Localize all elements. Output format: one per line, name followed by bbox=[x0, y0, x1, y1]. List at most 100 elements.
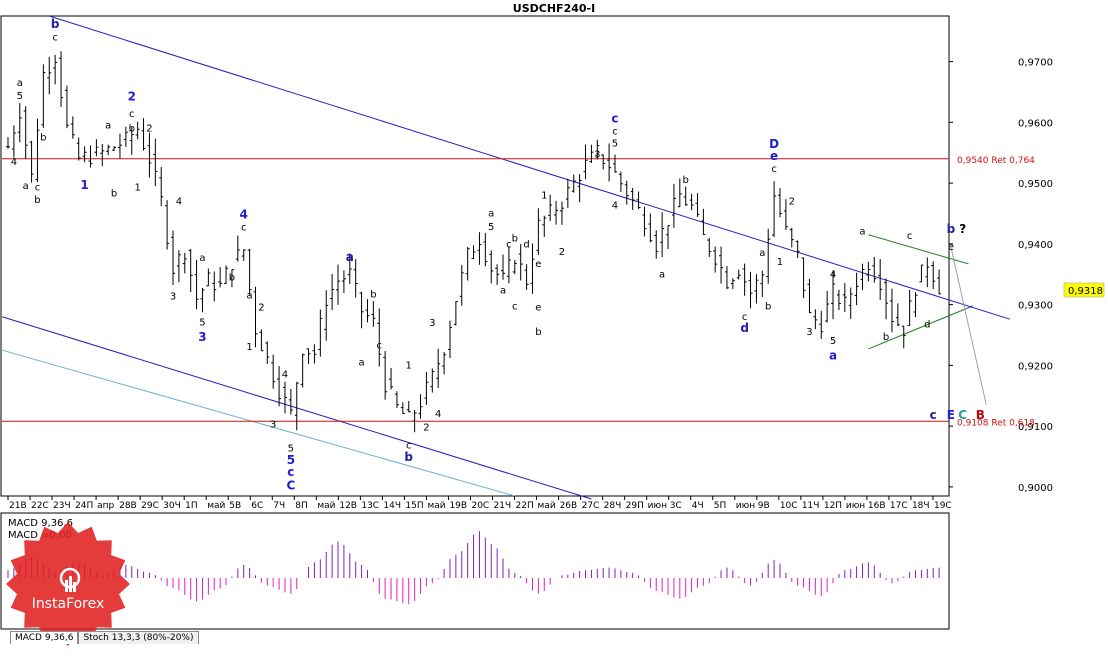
current-price-tag: 0,9318 bbox=[1063, 282, 1105, 298]
macd-pane-frame bbox=[0, 512, 950, 630]
x-tick-label: 26B bbox=[560, 501, 578, 511]
x-tick-label: 4Ч bbox=[692, 501, 704, 511]
x-tick-label: 21B bbox=[9, 501, 27, 511]
wave-label: d bbox=[523, 239, 529, 250]
x-tick-label: апр bbox=[97, 501, 114, 511]
retracement-labels: 0,9540 Ret 0,764 0,9108 Ret 0,618 bbox=[957, 156, 1035, 428]
x-tick-label: 5П bbox=[714, 501, 727, 511]
wave-label: a bbox=[199, 253, 205, 264]
indicator-tabs: MACD 9,36,6 Stoch 13,3,3 (80%-20%) bbox=[10, 631, 199, 645]
wave-label: 5 bbox=[288, 444, 294, 455]
wave-label: a bbox=[17, 78, 23, 89]
wave-label: a bbox=[23, 181, 29, 192]
wave-label: B bbox=[976, 408, 985, 422]
macd-label: MACD 9,36,6 bbox=[8, 518, 73, 529]
x-tick-label: 9B bbox=[758, 501, 770, 511]
wave-label: c bbox=[52, 32, 58, 43]
wave-label: 5 bbox=[199, 317, 205, 328]
wave-label: a bbox=[359, 357, 365, 368]
wave-label: b bbox=[111, 188, 117, 199]
retracement-label: 0,9108 Ret 0,618 bbox=[957, 418, 1035, 428]
wave-label: 3 bbox=[198, 330, 206, 344]
wave-label: 1 bbox=[406, 360, 412, 371]
wave-label: a bbox=[346, 250, 354, 264]
wave-label: e bbox=[535, 303, 541, 314]
x-tick-label: 17C bbox=[890, 501, 908, 511]
wave-label: a bbox=[105, 120, 111, 131]
y-tick-label: 0,9000 bbox=[1018, 483, 1053, 494]
wave-label: 5 bbox=[830, 336, 836, 347]
wave-label: 5 bbox=[488, 222, 494, 233]
x-tick-label: июн bbox=[736, 501, 755, 511]
trendline-channel-upper bbox=[49, 15, 1010, 320]
wave-label: C bbox=[958, 408, 967, 422]
y-tick-label: 0,9700 bbox=[1018, 58, 1053, 69]
x-tick-label: 27C bbox=[582, 501, 600, 511]
wave-label: 2 bbox=[258, 303, 264, 314]
x-tick-label: май bbox=[317, 501, 335, 511]
x-tick-label: 19C bbox=[934, 501, 952, 511]
x-tick-label: май bbox=[427, 501, 445, 511]
logo-bar-icon bbox=[73, 582, 76, 592]
wave-label: 5 bbox=[17, 91, 23, 102]
wave-label: 1 bbox=[541, 190, 547, 201]
retracement-label: 0,9540 Ret 0,764 bbox=[957, 156, 1035, 166]
wave-label: c bbox=[406, 441, 412, 452]
y-tick-label: 0,9400 bbox=[1018, 240, 1053, 251]
trendline-triangle-bottom bbox=[868, 307, 969, 350]
x-tick-label: 28B bbox=[119, 501, 137, 511]
wave-label: 2 bbox=[559, 247, 565, 258]
x-tick-label: 21Ч bbox=[494, 501, 512, 511]
trendline-channel-lower-light bbox=[1, 349, 515, 497]
x-tick-label: май bbox=[538, 501, 556, 511]
price-bars bbox=[6, 51, 942, 433]
wave-label: a bbox=[759, 248, 765, 259]
wave-label: c bbox=[377, 340, 383, 351]
wave-label: c bbox=[241, 222, 247, 233]
wave-label: 1 bbox=[246, 342, 252, 353]
y-axis-ticks: 0,9000 0,9100 0,9200 0,9300 0,9400 0,9500 0,96… bbox=[949, 58, 1053, 494]
wave-label: 5 bbox=[612, 139, 618, 150]
wave-label: c bbox=[612, 126, 618, 137]
x-tick-label: 12П bbox=[824, 501, 842, 511]
wave-label: 3 bbox=[429, 318, 435, 329]
wave-label: b bbox=[51, 17, 60, 31]
price-pane-frame bbox=[0, 15, 950, 497]
wave-label: c bbox=[506, 239, 512, 250]
wave-label: d bbox=[924, 320, 930, 331]
wave-label: b bbox=[404, 450, 413, 464]
wave-label: c bbox=[771, 164, 777, 175]
x-tick-label: 20C bbox=[471, 501, 489, 511]
wave-label: e bbox=[948, 242, 954, 253]
x-tick-label: 7Ч bbox=[273, 501, 285, 511]
wave-label: e bbox=[770, 149, 778, 163]
x-tick-label: июн bbox=[648, 501, 667, 511]
wave-label: b bbox=[883, 332, 889, 343]
wave-label: d bbox=[740, 321, 749, 335]
tab-macd[interactable]: MACD 9,36,6 bbox=[10, 631, 79, 644]
wave-label: C bbox=[286, 478, 295, 492]
wave-label: 1 bbox=[134, 182, 140, 193]
x-tick-label: 19B bbox=[449, 501, 467, 511]
x-tick-label: 5B bbox=[229, 501, 241, 511]
wave-label: 2 bbox=[128, 89, 136, 103]
x-tick-label: 8П bbox=[295, 501, 308, 511]
tab-stoch[interactable]: Stoch 13,3,3 (80%-20%) bbox=[78, 631, 199, 644]
x-tick-label: 16B bbox=[868, 501, 886, 511]
wave-label: a bbox=[859, 227, 865, 238]
wave-label: E bbox=[947, 408, 955, 422]
wave-label: 1 bbox=[777, 257, 783, 268]
chart-title: USDCHF240-I bbox=[513, 2, 595, 15]
wave-label: a bbox=[659, 269, 665, 280]
x-tick-label: 24П bbox=[75, 501, 93, 511]
y-tick-label: 0,9500 bbox=[1018, 179, 1053, 190]
y-tick-label: 0,9200 bbox=[1018, 361, 1053, 372]
logo-bar-icon bbox=[69, 576, 72, 592]
wave-label: 3 bbox=[594, 150, 600, 161]
logo-badge-icon: InstaForex bbox=[6, 522, 130, 646]
wave-label: e bbox=[535, 259, 541, 270]
